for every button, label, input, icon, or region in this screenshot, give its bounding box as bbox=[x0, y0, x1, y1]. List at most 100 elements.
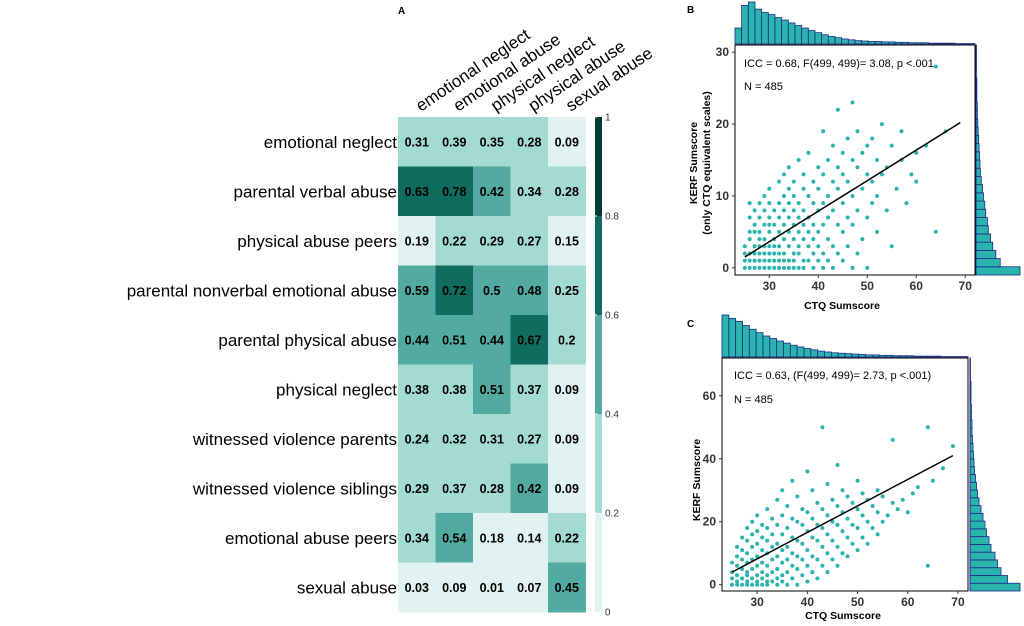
scatter-point bbox=[791, 251, 796, 256]
x-tick-label: 40 bbox=[801, 595, 815, 609]
scatter-point bbox=[795, 519, 800, 524]
heatmap-cell bbox=[435, 513, 474, 563]
scatter-point bbox=[860, 491, 865, 496]
scatter-point bbox=[880, 519, 885, 524]
scatter-point bbox=[840, 201, 845, 206]
marginal-hist-x-bar bbox=[830, 352, 839, 358]
scatter-point bbox=[786, 201, 791, 206]
scatter-point bbox=[820, 425, 825, 430]
scatter-point bbox=[850, 500, 855, 505]
scatter-point bbox=[796, 251, 801, 256]
scatter-point bbox=[767, 222, 772, 227]
scatter-point bbox=[777, 201, 782, 206]
scatter-point bbox=[747, 229, 752, 234]
scatter-point bbox=[765, 563, 770, 568]
scatter-point bbox=[790, 535, 795, 540]
y-tick-label: 20 bbox=[716, 117, 730, 131]
heatmap-cell bbox=[473, 414, 511, 464]
scatter-c-annotation-n: N = 485 bbox=[734, 394, 773, 406]
scatter-point bbox=[840, 150, 845, 155]
scatter-point bbox=[870, 526, 875, 531]
marginal-hist-y-bar bbox=[969, 474, 976, 483]
scatter-point bbox=[750, 532, 755, 537]
heatmap-cell bbox=[548, 562, 586, 613]
scatter-point bbox=[875, 532, 880, 537]
heatmap-cell-label: 0.51 bbox=[480, 383, 504, 397]
scatter-point bbox=[760, 535, 765, 540]
heatmap-cell bbox=[548, 513, 586, 563]
heatmap-cell-label: 0.34 bbox=[517, 185, 541, 199]
scatter-point bbox=[740, 535, 745, 540]
marginal-hist-x-bar bbox=[801, 27, 809, 45]
scatter-point bbox=[826, 258, 831, 263]
scatter-point bbox=[762, 208, 767, 213]
heatmap-cells bbox=[398, 117, 586, 613]
colorbar-tick-label: 0.4 bbox=[605, 410, 619, 421]
marginal-hist-x-bar bbox=[787, 22, 796, 45]
scatter-point bbox=[879, 122, 884, 127]
scatter-point bbox=[855, 478, 860, 483]
scatter-point bbox=[800, 573, 805, 578]
marginal-hist-y-bar bbox=[969, 567, 1002, 576]
scatter-point bbox=[826, 237, 831, 242]
scatter-point bbox=[840, 258, 845, 263]
scatter-point bbox=[765, 579, 770, 584]
heatmap-cell-label: 0.35 bbox=[480, 135, 504, 149]
heatmap-cell-label: 0.09 bbox=[442, 581, 466, 595]
marginal-hist-x-bar bbox=[734, 27, 743, 45]
scatter-point bbox=[762, 222, 767, 227]
scatter-point bbox=[811, 179, 816, 184]
scatter-point bbox=[830, 179, 835, 184]
marginal-hist-x-bar bbox=[841, 38, 849, 45]
scatter-point bbox=[811, 237, 816, 242]
heatmap-row-labels: emotional neglect parental verbal abuse ph… bbox=[127, 133, 398, 598]
scatter-point bbox=[845, 554, 850, 559]
scatter-point bbox=[830, 265, 835, 270]
heatmap-cell bbox=[510, 265, 549, 316]
x-tick-label: 50 bbox=[861, 279, 875, 293]
scatter-point bbox=[875, 510, 880, 515]
marginal-hist-y-bar bbox=[969, 512, 984, 522]
scatter-point bbox=[875, 229, 880, 234]
heatmap-cell bbox=[473, 117, 511, 167]
marginal-hist-y-bar bbox=[969, 536, 990, 545]
scatter-point bbox=[757, 265, 762, 270]
scatter-point bbox=[820, 563, 825, 568]
heatmap-cell-label: 0.09 bbox=[555, 432, 579, 446]
scatter-point bbox=[762, 237, 767, 242]
scatter-point bbox=[780, 573, 785, 578]
scatter-point bbox=[805, 548, 810, 553]
marginal-hist-y-bar bbox=[975, 200, 986, 210]
heatmap-cell-label: 0.18 bbox=[480, 531, 504, 545]
scatter-point bbox=[772, 244, 777, 249]
scatter-point bbox=[825, 513, 830, 518]
scatter-point bbox=[767, 215, 772, 220]
heatmap-row-label: emotional abuse peers bbox=[225, 529, 397, 548]
y-tick-label: 0 bbox=[709, 578, 716, 592]
scatter-point bbox=[757, 215, 762, 220]
marginal-hist-x-bar bbox=[807, 30, 816, 45]
marginal-hist-x-bar bbox=[762, 335, 771, 358]
heatmap-cell bbox=[398, 117, 436, 167]
heatmap-cell bbox=[548, 117, 586, 167]
heatmap-cell-label: 0.19 bbox=[405, 234, 429, 248]
marginal-hist-x-bar bbox=[885, 354, 894, 358]
heatmap-cell bbox=[510, 315, 549, 365]
heatmap-cell-label: 0.31 bbox=[405, 135, 429, 149]
scatter-point bbox=[752, 251, 757, 256]
scatter-point bbox=[845, 516, 850, 521]
scatter-point bbox=[855, 526, 860, 531]
heatmap-cell bbox=[398, 315, 436, 365]
scatter-point bbox=[745, 582, 750, 587]
colorbar-tick-label: 0 bbox=[605, 608, 611, 619]
marginal-hist-x-bar bbox=[735, 320, 743, 358]
scatter-point bbox=[850, 193, 855, 198]
x-tick-label: 40 bbox=[812, 279, 826, 293]
scatter-point bbox=[775, 541, 780, 546]
marginal-hist-x-bar bbox=[803, 348, 812, 358]
scatter-point bbox=[860, 535, 865, 540]
heatmap-cell bbox=[473, 562, 511, 613]
scatter-point bbox=[801, 237, 806, 242]
marginal-hist-x-bar bbox=[742, 325, 750, 358]
